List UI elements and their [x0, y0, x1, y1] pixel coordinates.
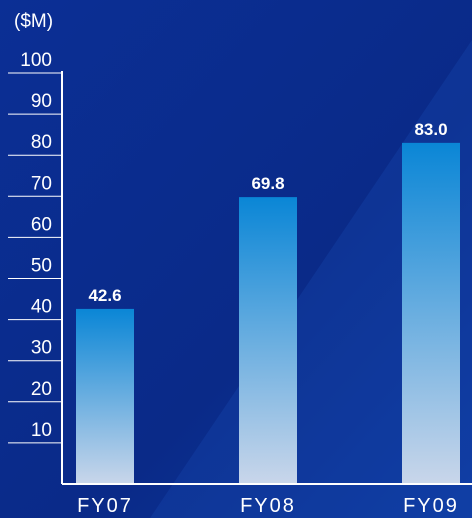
- labels-layer: 42.6 FY07 69.8 FY08 83.0 FY09: [77, 120, 459, 517]
- y-tick-label: 80: [31, 132, 52, 153]
- y-tick-label: 20: [31, 379, 52, 400]
- bar-fy07: [76, 308, 134, 484]
- axes-layer: [61, 71, 472, 485]
- bar-fy09: [402, 142, 460, 484]
- x-tick-label: FY08: [240, 495, 296, 517]
- y-tick-label: 70: [31, 173, 52, 194]
- y-axis-ticks: 10 20 30 40 50 60 70 80 90 100: [8, 50, 62, 444]
- y-tick-label: 50: [31, 256, 52, 277]
- y-tick-label: 90: [31, 91, 52, 112]
- bars-layer: [76, 142, 460, 484]
- y-tick-label: 100: [20, 50, 52, 71]
- data-label: 42.6: [88, 286, 121, 305]
- x-tick-label: FY07: [77, 495, 133, 517]
- y-tick-label: 60: [31, 214, 52, 235]
- y-tick-label: 10: [31, 420, 52, 441]
- bar-fy08: [239, 197, 297, 484]
- x-tick-label: FY09: [403, 495, 459, 517]
- y-tick-label: 30: [31, 338, 52, 359]
- background-highlight: [150, 40, 472, 518]
- unit-label: ($M): [14, 11, 53, 32]
- y-tick-label: 40: [31, 297, 52, 318]
- data-label: 83.0: [414, 120, 447, 139]
- data-label: 69.8: [251, 174, 284, 193]
